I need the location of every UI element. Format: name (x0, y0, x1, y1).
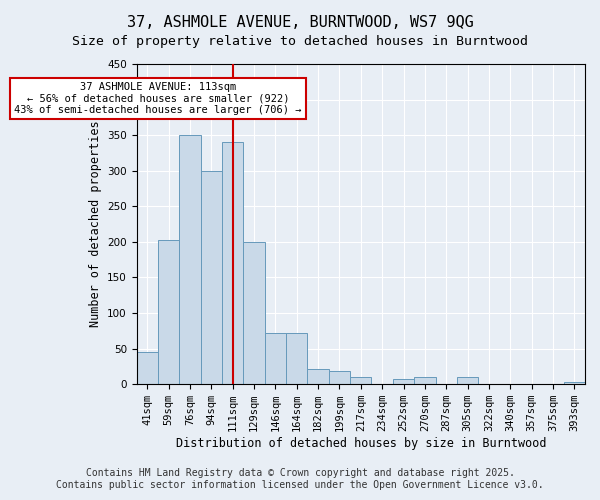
Text: 37, ASHMOLE AVENUE, BURNTWOOD, WS7 9QG: 37, ASHMOLE AVENUE, BURNTWOOD, WS7 9QG (127, 15, 473, 30)
Text: Contains HM Land Registry data © Crown copyright and database right 2025.
Contai: Contains HM Land Registry data © Crown c… (56, 468, 544, 490)
Bar (307, 368, 329, 384)
Bar (179, 135, 200, 384)
Bar (457, 377, 478, 384)
Y-axis label: Number of detached properties: Number of detached properties (89, 121, 101, 328)
Bar (222, 142, 244, 384)
Bar (563, 382, 585, 384)
X-axis label: Distribution of detached houses by size in Burntwood: Distribution of detached houses by size … (176, 437, 546, 450)
Bar (158, 240, 179, 384)
Bar (350, 377, 371, 384)
Bar (265, 333, 286, 384)
Text: Size of property relative to detached houses in Burntwood: Size of property relative to detached ho… (72, 35, 528, 48)
Bar (414, 377, 436, 384)
Bar (393, 378, 414, 384)
Bar (286, 333, 307, 384)
Bar (137, 352, 158, 384)
Bar (329, 372, 350, 384)
Bar (244, 242, 265, 384)
Bar (200, 170, 222, 384)
Text: 37 ASHMOLE AVENUE: 113sqm
← 56% of detached houses are smaller (922)
43% of semi: 37 ASHMOLE AVENUE: 113sqm ← 56% of detac… (14, 82, 302, 115)
